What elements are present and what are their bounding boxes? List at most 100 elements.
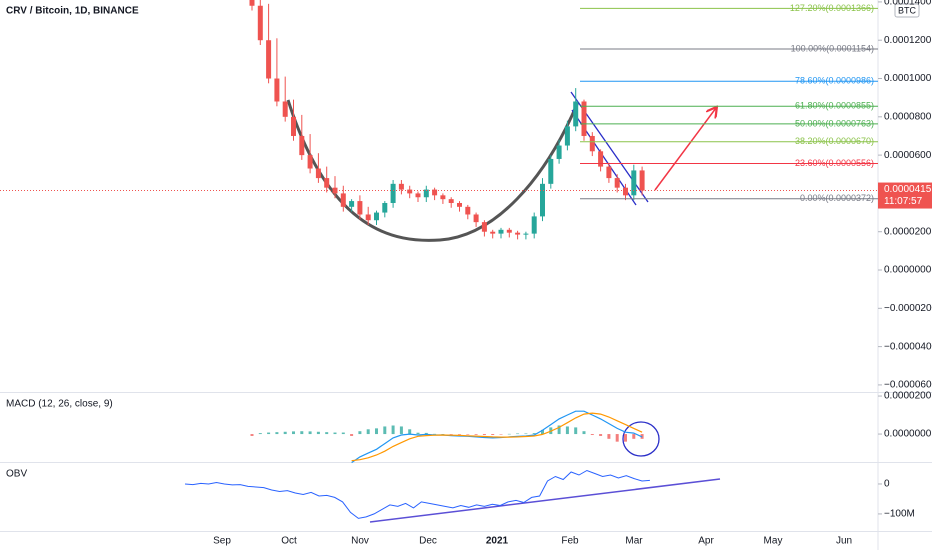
histogram-bar xyxy=(482,434,486,436)
candle-body xyxy=(257,5,263,41)
histogram-bar xyxy=(557,425,561,435)
histogram-bar xyxy=(333,432,337,435)
chart-title: CRV / Bitcoin, 1D, BINANCE xyxy=(6,6,139,17)
y-tick-label: −0.0000400 xyxy=(884,341,932,352)
last-price-box xyxy=(878,182,932,209)
histogram-bar xyxy=(300,431,304,435)
histogram-bar xyxy=(524,433,528,435)
histogram-bar xyxy=(582,431,586,435)
candle-body xyxy=(564,126,570,146)
histogram-bar xyxy=(607,434,611,439)
last-price-label: 0.0000415 xyxy=(884,184,932,195)
y-tick-label: −0.0000600 xyxy=(884,380,932,391)
histogram-bar xyxy=(615,434,619,442)
histogram-bar xyxy=(499,434,503,435)
histogram-bar xyxy=(341,432,345,435)
y-tick-label: 0.0000200 xyxy=(884,391,932,402)
y-tick-label: 0.0001200 xyxy=(884,35,932,46)
trend-line xyxy=(369,478,721,523)
x-tick-label: Feb xyxy=(561,536,579,547)
histogram-bar xyxy=(441,434,445,435)
candle-body xyxy=(432,189,438,196)
histogram-bar xyxy=(491,434,495,436)
fib-label: 61.80%(0.0000855) xyxy=(795,101,874,111)
circle-highlight xyxy=(622,421,660,457)
candle-body xyxy=(465,206,471,215)
histogram-bar xyxy=(574,427,578,435)
x-tick-label: Apr xyxy=(698,536,714,547)
candle-body xyxy=(614,178,620,188)
candle-body xyxy=(266,40,272,79)
candle-body xyxy=(457,202,462,207)
candle-body xyxy=(332,187,338,194)
obv-line xyxy=(184,469,650,519)
histogram-bar xyxy=(383,426,387,435)
histogram-bar xyxy=(358,431,362,435)
y-tick-label: 0.0001400 xyxy=(884,0,932,8)
histogram-bar xyxy=(541,429,544,435)
histogram-bar xyxy=(632,434,636,439)
candle-body xyxy=(531,216,537,234)
histogram-bar xyxy=(292,431,295,435)
candle-body xyxy=(515,232,521,235)
x-tick-label: Mar xyxy=(625,536,643,547)
candle-body xyxy=(556,145,562,159)
indicator-title: OBV xyxy=(6,469,27,480)
histogram-bar xyxy=(391,425,395,435)
candle-body xyxy=(299,135,305,156)
indicator-title: MACD (12, 26, close, 9) xyxy=(6,399,113,410)
histogram-bar xyxy=(250,434,254,436)
histogram-bar xyxy=(267,432,271,435)
candle-body xyxy=(540,183,545,217)
x-tick-label: Sep xyxy=(213,536,231,547)
candle-body xyxy=(374,212,379,221)
candle-body xyxy=(307,155,313,169)
candle-body xyxy=(357,201,363,215)
y-tick-label: 0.0000800 xyxy=(884,111,932,122)
histogram-bar xyxy=(366,429,370,435)
candle-body xyxy=(581,101,587,136)
histogram-bar xyxy=(316,431,320,435)
histogram-bar xyxy=(466,434,470,435)
histogram-bar xyxy=(258,433,262,435)
histogram-bar xyxy=(416,432,420,435)
candle-body xyxy=(340,193,346,207)
candle-body xyxy=(473,214,479,223)
candle-body xyxy=(324,178,330,188)
x-tick-label: Oct xyxy=(281,536,297,547)
candle-body xyxy=(481,222,487,232)
y-tick-label: 0.0000600 xyxy=(884,150,932,161)
y-tick-label: −100M xyxy=(884,509,915,520)
histogram-bar xyxy=(350,434,354,436)
histogram-bar xyxy=(375,428,378,435)
histogram-bar xyxy=(624,434,627,442)
candle-body xyxy=(390,183,396,203)
candle-body xyxy=(506,229,512,233)
candle-body xyxy=(349,201,355,207)
candle-body xyxy=(606,166,612,179)
histogram-bar xyxy=(275,432,279,435)
histogram-bar xyxy=(599,434,603,436)
candle-body xyxy=(415,193,421,198)
x-tick-label: Nov xyxy=(351,536,369,547)
y-tick-label: −0.0000200 xyxy=(884,303,932,314)
x-tick-label: Jun xyxy=(836,536,852,547)
histogram-bar xyxy=(516,433,520,435)
candle-body xyxy=(440,195,446,200)
candle-body xyxy=(291,116,296,136)
candle-body xyxy=(423,189,429,198)
candle-body xyxy=(623,187,628,196)
x-tick-label: Dec xyxy=(419,536,437,547)
candle-body xyxy=(249,0,255,6)
y-tick-label: 0.0000000 xyxy=(884,429,932,440)
candle-body xyxy=(315,168,321,179)
candle-body xyxy=(398,183,404,190)
fib-label: 50.00%(0.0000763) xyxy=(795,118,874,128)
fib-label: 38.20%(0.0000670) xyxy=(795,136,874,146)
candle-body xyxy=(407,189,413,194)
histogram-bar xyxy=(424,432,428,435)
candle-body xyxy=(365,214,371,221)
histogram-bar xyxy=(308,431,312,435)
currency-box xyxy=(894,3,920,18)
